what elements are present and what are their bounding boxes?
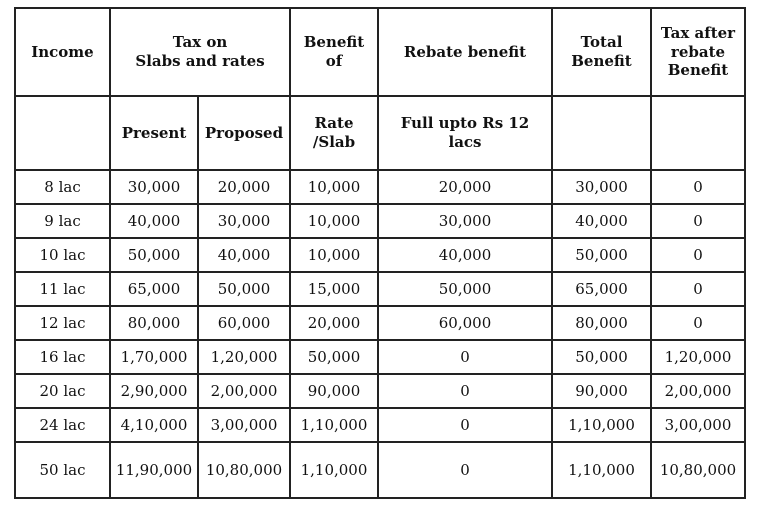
subheader-empty-total [551, 95, 652, 171]
cell-present-tax: 30,000 [109, 169, 199, 205]
header-rebate-benefit: Rebate benefit [377, 7, 553, 97]
cell-tax-after-rebate: 0 [650, 271, 746, 307]
cell-benefit: 10,000 [289, 237, 379, 273]
cell-present-tax: 1,70,000 [109, 339, 199, 375]
cell-benefit: 50,000 [289, 339, 379, 375]
cell-rebate: 0 [377, 407, 553, 443]
cell-income: 12 lac [14, 305, 111, 341]
cell-benefit: 90,000 [289, 373, 379, 409]
cell-rebate: 0 [377, 373, 553, 409]
cell-tax-after-rebate: 0 [650, 237, 746, 273]
cell-benefit: 1,10,000 [289, 407, 379, 443]
cell-total-benefit: 1,10,000 [551, 407, 652, 443]
header-tax-after-rebate: Tax after rebate Benefit [650, 7, 746, 97]
cell-income: 16 lac [14, 339, 111, 375]
table-row: 8 lac 30,000 20,000 10,000 20,000 30,000… [14, 169, 746, 205]
cell-proposed-tax: 3,00,000 [197, 407, 291, 443]
subheader-full-upto-12-lacs: Full upto Rs 12 lacs [377, 95, 553, 171]
cell-proposed-tax: 1,20,000 [197, 339, 291, 375]
cell-rebate: 0 [377, 441, 553, 499]
tax-comparison-table: Income Tax on Slabs and rates Benefit of… [14, 7, 746, 499]
header-total-benefit: Total Benefit [551, 7, 652, 97]
cell-present-tax: 11,90,000 [109, 441, 199, 499]
header-benefit-of: Benefit of [289, 7, 379, 97]
cell-benefit: 10,000 [289, 203, 379, 239]
cell-rebate: 0 [377, 339, 553, 375]
cell-rebate: 30,000 [377, 203, 553, 239]
cell-tax-after-rebate: 0 [650, 169, 746, 205]
cell-proposed-tax: 50,000 [197, 271, 291, 307]
cell-rebate: 60,000 [377, 305, 553, 341]
cell-income: 11 lac [14, 271, 111, 307]
cell-tax-after-rebate: 0 [650, 305, 746, 341]
cell-proposed-tax: 60,000 [197, 305, 291, 341]
table-row: 20 lac 2,90,000 2,00,000 90,000 0 90,000… [14, 373, 746, 409]
cell-present-tax: 80,000 [109, 305, 199, 341]
cell-income: 24 lac [14, 407, 111, 443]
table-row: 11 lac 65,000 50,000 15,000 50,000 65,00… [14, 271, 746, 307]
table-row: 24 lac 4,10,000 3,00,000 1,10,000 0 1,10… [14, 407, 746, 443]
table-row: 9 lac 40,000 30,000 10,000 30,000 40,000… [14, 203, 746, 239]
cell-proposed-tax: 2,00,000 [197, 373, 291, 409]
cell-total-benefit: 40,000 [551, 203, 652, 239]
subheader-present: Present [109, 95, 199, 171]
cell-proposed-tax: 30,000 [197, 203, 291, 239]
cell-present-tax: 2,90,000 [109, 373, 199, 409]
cell-rebate: 20,000 [377, 169, 553, 205]
cell-total-benefit: 30,000 [551, 169, 652, 205]
cell-tax-after-rebate: 1,20,000 [650, 339, 746, 375]
cell-income: 50 lac [14, 441, 111, 499]
subheader-row: Present Proposed Rate /Slab Full upto Rs… [14, 95, 746, 171]
cell-total-benefit: 65,000 [551, 271, 652, 307]
cell-income: 8 lac [14, 169, 111, 205]
table-row: 16 lac 1,70,000 1,20,000 50,000 0 50,000… [14, 339, 746, 375]
header-income: Income [14, 7, 111, 97]
subheader-empty-income [14, 95, 111, 171]
cell-present-tax: 40,000 [109, 203, 199, 239]
cell-rebate: 50,000 [377, 271, 553, 307]
cell-proposed-tax: 40,000 [197, 237, 291, 273]
cell-total-benefit: 1,10,000 [551, 441, 652, 499]
table-row: 50 lac 11,90,000 10,80,000 1,10,000 0 1,… [14, 441, 746, 499]
cell-rebate: 40,000 [377, 237, 553, 273]
cell-proposed-tax: 20,000 [197, 169, 291, 205]
cell-income: 20 lac [14, 373, 111, 409]
subheader-proposed: Proposed [197, 95, 291, 171]
cell-total-benefit: 90,000 [551, 373, 652, 409]
cell-benefit: 1,10,000 [289, 441, 379, 499]
table-row: 10 lac 50,000 40,000 10,000 40,000 50,00… [14, 237, 746, 273]
cell-benefit: 15,000 [289, 271, 379, 307]
cell-tax-after-rebate: 3,00,000 [650, 407, 746, 443]
cell-income: 10 lac [14, 237, 111, 273]
header-row: Income Tax on Slabs and rates Benefit of… [14, 7, 746, 97]
cell-proposed-tax: 10,80,000 [197, 441, 291, 499]
cell-total-benefit: 80,000 [551, 305, 652, 341]
subheader-rate-slab: Rate /Slab [289, 95, 379, 171]
cell-benefit: 20,000 [289, 305, 379, 341]
cell-present-tax: 4,10,000 [109, 407, 199, 443]
cell-tax-after-rebate: 10,80,000 [650, 441, 746, 499]
cell-total-benefit: 50,000 [551, 237, 652, 273]
cell-tax-after-rebate: 2,00,000 [650, 373, 746, 409]
cell-present-tax: 50,000 [109, 237, 199, 273]
tax-comparison-table-wrapper: Income Tax on Slabs and rates Benefit of… [14, 7, 746, 499]
table-row: 12 lac 80,000 60,000 20,000 60,000 80,00… [14, 305, 746, 341]
cell-benefit: 10,000 [289, 169, 379, 205]
cell-tax-after-rebate: 0 [650, 203, 746, 239]
cell-income: 9 lac [14, 203, 111, 239]
cell-present-tax: 65,000 [109, 271, 199, 307]
header-tax-on-slabs: Tax on Slabs and rates [109, 7, 291, 97]
subheader-empty-after [650, 95, 746, 171]
cell-total-benefit: 50,000 [551, 339, 652, 375]
